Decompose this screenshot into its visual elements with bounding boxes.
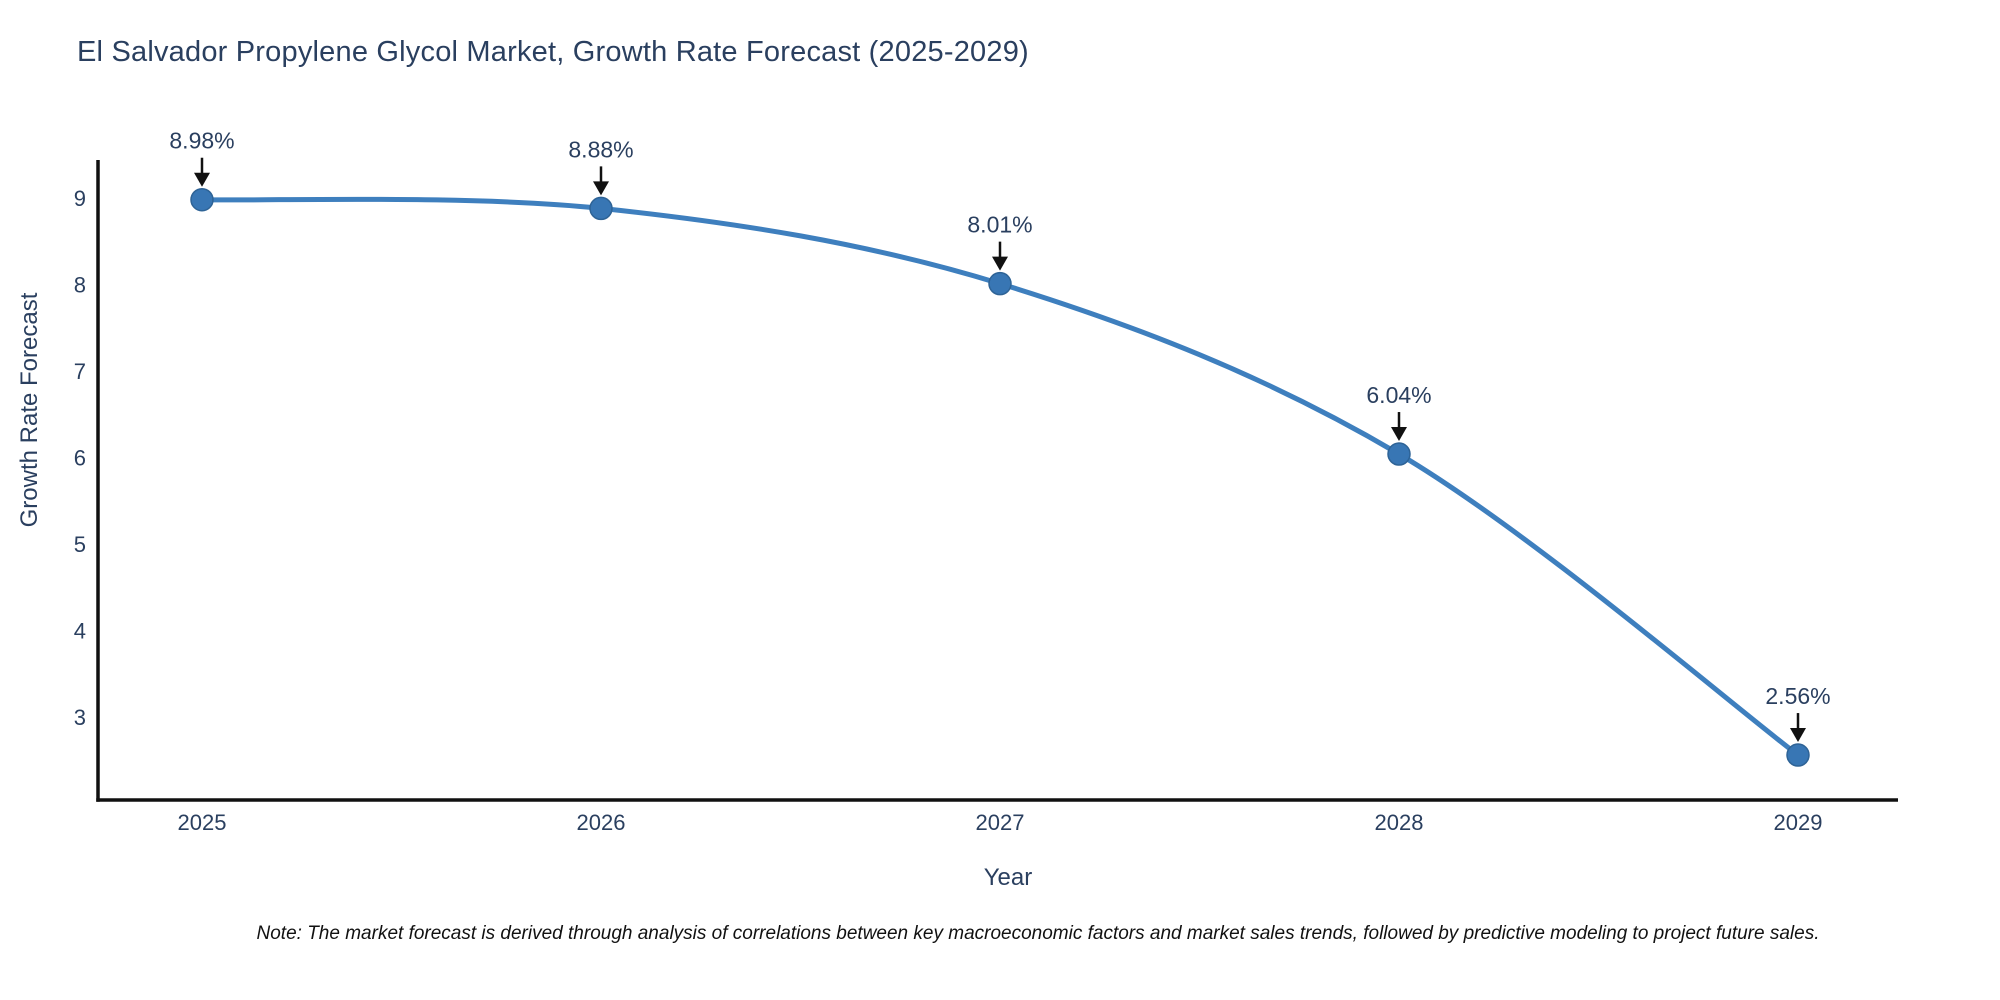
annotation-arrowhead	[1790, 728, 1806, 743]
annotation-label: 6.04%	[1366, 382, 1431, 408]
chart-title: El Salvador Propylene Glycol Market, Gro…	[77, 36, 1029, 68]
y-tick-label: 5	[74, 532, 86, 557]
y-tick-label: 7	[74, 359, 86, 384]
data-point-marker	[1786, 743, 1810, 767]
y-axis-title: Growth Rate Forecast	[16, 292, 43, 528]
x-tick-label: 2028	[1375, 810, 1424, 835]
data-point-marker	[190, 187, 214, 212]
x-tick-label: 2025	[178, 810, 227, 835]
x-tick-label: 2027	[976, 810, 1025, 835]
data-point-marker	[988, 271, 1012, 296]
annotation-label: 2.56%	[1765, 683, 1830, 709]
x-tick-label: 2029	[1774, 810, 1823, 835]
y-tick-label: 6	[74, 446, 86, 471]
y-tick-label: 8	[74, 273, 86, 298]
annotation-arrowhead	[1391, 427, 1407, 442]
annotation-label: 8.98%	[169, 128, 234, 154]
annotation-arrowhead	[593, 181, 609, 196]
footnote: Note: The market forecast is derived thr…	[256, 923, 1820, 944]
data-point-marker	[589, 196, 613, 221]
annotation-label: 8.01%	[967, 212, 1032, 238]
y-tick-label: 9	[74, 186, 86, 211]
data-point-marker	[1387, 442, 1411, 466]
y-tick-label: 4	[74, 619, 86, 644]
x-axis-title: Year	[983, 864, 1033, 891]
annotation-arrowhead	[992, 256, 1008, 271]
x-tick-label: 2026	[577, 810, 626, 835]
annotation-arrowhead	[194, 172, 210, 187]
annotation-label: 8.88%	[568, 136, 633, 162]
y-tick-label: 3	[74, 705, 86, 730]
